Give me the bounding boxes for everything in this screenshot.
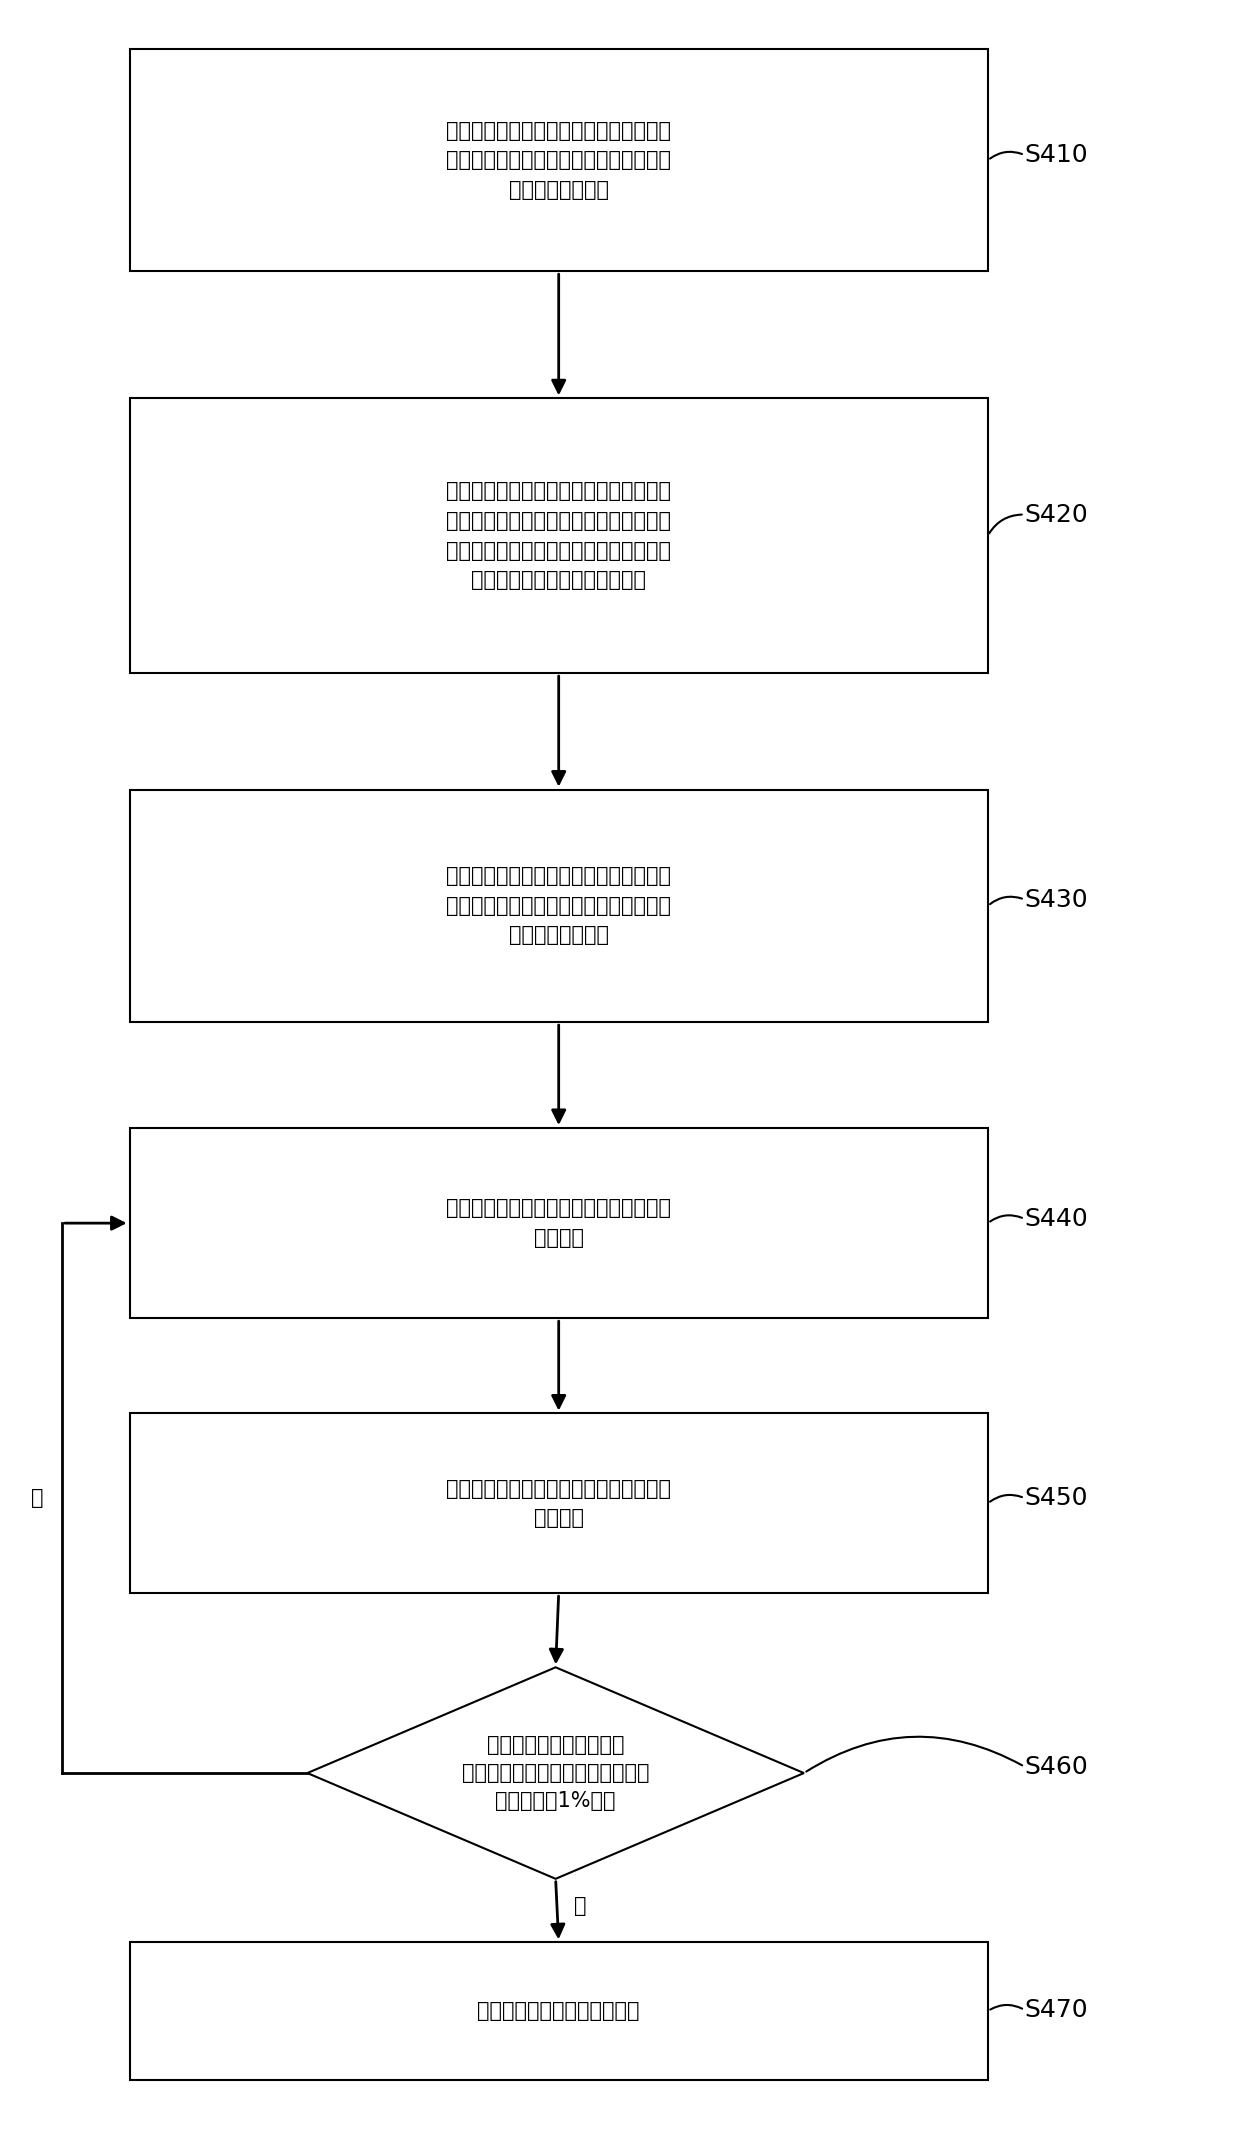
Text: S430: S430 [1024, 888, 1089, 911]
FancyBboxPatch shape [129, 790, 988, 1022]
Text: 根据气体体积分数计算含气率: 根据气体体积分数计算含气率 [477, 2001, 640, 2020]
Text: 根据第一发射初始幅值、第一接收衰减幅
值、第二发射初始幅值和第二接收衰减幅
值计算复数域参数: 根据第一发射初始幅值、第一接收衰减幅 值、第二发射初始幅值和第二接收衰减幅 值计… [446, 867, 671, 945]
Text: S440: S440 [1024, 1207, 1089, 1231]
FancyBboxPatch shape [129, 1128, 988, 1318]
Text: 根据复数域参数计算气体体积分数和气泡
平均半径: 根据复数域参数计算气体体积分数和气泡 平均半径 [446, 1199, 671, 1248]
Text: S470: S470 [1024, 1997, 1089, 2023]
Polygon shape [308, 1667, 804, 1878]
Text: 根据气体体积分数和气泡平均半径计算复
数域参数: 根据气体体积分数和气泡平均半径计算复 数域参数 [446, 1478, 671, 1529]
FancyBboxPatch shape [129, 1414, 988, 1592]
Text: S460: S460 [1024, 1754, 1089, 1778]
Text: S410: S410 [1024, 143, 1089, 166]
Text: 通过超声波接收探头检测与第一激励频率
对应的第一发射初始幅值和第一接收衰减
幅值，以及与第二激励频率对应的第二发
射初始幅值和第二接收衰减幅值: 通过超声波接收探头检测与第一激励频率 对应的第一发射初始幅值和第一接收衰减 幅值… [446, 481, 671, 590]
Text: 否: 否 [31, 1488, 43, 1507]
FancyBboxPatch shape [129, 49, 988, 270]
Text: S420: S420 [1024, 502, 1089, 526]
Text: S450: S450 [1024, 1486, 1089, 1509]
FancyBboxPatch shape [129, 1942, 988, 2080]
Text: 是: 是 [574, 1895, 587, 1916]
Text: 根据超声波信号在两相流中的等效传播速
度和纯液体中的纯液体传播速度，确定如
下传播速度比方程: 根据超声波信号在两相流中的等效传播速 度和纯液体中的纯液体传播速度，确定如 下传… [446, 121, 671, 200]
FancyBboxPatch shape [129, 398, 988, 673]
Text: 当所求得的气体体积分数
与上一个循环所求得的气体体积分
数的误差在1%以内: 当所求得的气体体积分数 与上一个循环所求得的气体体积分 数的误差在1%以内 [461, 1735, 650, 1812]
